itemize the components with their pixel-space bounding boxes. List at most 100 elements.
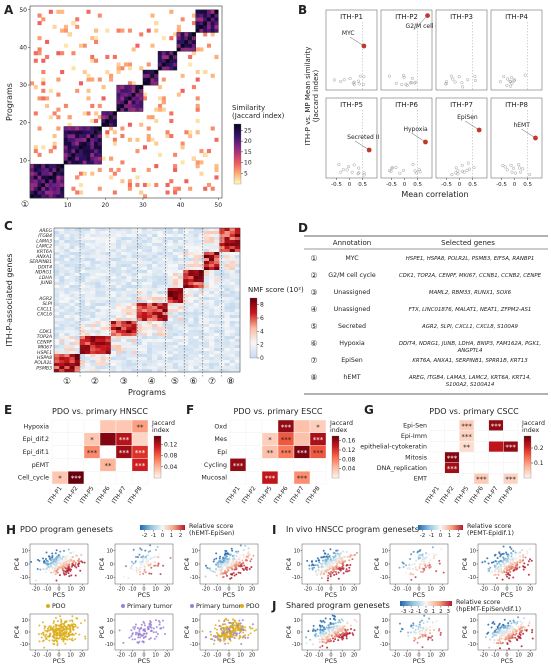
point (213, 570, 216, 573)
cell (41, 96, 46, 101)
point (327, 574, 330, 577)
point (323, 560, 326, 563)
cell (54, 270, 60, 274)
colorbar-tick-label: 0 (161, 533, 165, 539)
point (230, 547, 233, 550)
cell (64, 294, 70, 298)
cell (206, 24, 212, 29)
cell (183, 237, 189, 241)
cell (110, 276, 117, 280)
cell (199, 9, 204, 14)
cell (110, 324, 117, 328)
cell (157, 354, 163, 358)
cell (214, 315, 220, 319)
module-label: ① (63, 377, 71, 387)
point (76, 554, 79, 557)
cell (126, 324, 132, 328)
y-tick-label: -10 (190, 575, 198, 581)
cell (121, 363, 127, 367)
point (497, 571, 500, 574)
cell (131, 258, 137, 262)
point (525, 550, 528, 553)
cell (30, 171, 35, 176)
cell (67, 137, 72, 142)
cell (59, 369, 65, 373)
point (338, 557, 341, 560)
cell (64, 291, 70, 295)
cell (116, 249, 122, 253)
x-axis-label: Programs (128, 388, 166, 397)
cell (141, 315, 148, 319)
cell (214, 366, 220, 370)
row-label: Mitosis (405, 454, 427, 461)
cell (33, 179, 38, 184)
y-tick-label: 10 (294, 618, 300, 624)
cell (95, 348, 101, 352)
significance-label: ** (463, 444, 471, 452)
cell (64, 234, 70, 238)
cell (48, 194, 53, 199)
cell (120, 134, 125, 139)
cell (136, 231, 143, 235)
cell (146, 134, 151, 139)
point (222, 576, 225, 579)
point (423, 557, 426, 560)
cell (234, 258, 241, 262)
cell (120, 107, 125, 112)
point (68, 563, 71, 566)
cell (157, 369, 163, 373)
cell (147, 294, 153, 298)
cell (41, 88, 46, 93)
cell (229, 360, 236, 364)
point (250, 566, 253, 569)
cell (37, 164, 42, 169)
cell (234, 345, 241, 349)
cell (121, 312, 127, 316)
cell (116, 66, 121, 71)
point (412, 567, 415, 570)
cell (172, 327, 179, 331)
cell (116, 246, 122, 250)
point (317, 568, 320, 571)
cell (188, 285, 194, 289)
point (313, 566, 316, 569)
cell (219, 282, 225, 286)
cell (203, 9, 208, 14)
cell (219, 315, 225, 319)
cell (172, 309, 179, 313)
row-label: Oxd (214, 423, 227, 430)
cell (41, 164, 46, 169)
table-cell: ② (310, 271, 317, 280)
cell (90, 312, 96, 316)
cell (219, 228, 225, 232)
cell (219, 348, 225, 352)
point (322, 573, 325, 576)
cell (95, 330, 101, 334)
point (326, 567, 329, 570)
cell (105, 303, 112, 307)
cell (110, 228, 117, 232)
cell (183, 324, 189, 328)
cell (121, 354, 127, 358)
point (410, 573, 413, 576)
point (334, 638, 337, 641)
cell (101, 156, 106, 161)
cell (172, 363, 179, 367)
cell (59, 258, 65, 262)
empty-cell (261, 419, 279, 434)
cell (136, 327, 143, 331)
table-cell: FTX, LINC01876, MALAT1, NEAT1, ZFPM2-AS1 (409, 307, 532, 313)
cell (59, 279, 65, 283)
cell (152, 324, 158, 328)
empty-cell (488, 451, 504, 463)
point (350, 554, 353, 557)
point (515, 567, 518, 570)
cell (85, 246, 91, 250)
cell (85, 291, 91, 295)
point (510, 555, 513, 558)
cell (90, 36, 95, 41)
x-axis-label: PC5 (501, 591, 514, 599)
cell (224, 231, 230, 235)
cell (219, 324, 225, 328)
cell (64, 246, 70, 250)
